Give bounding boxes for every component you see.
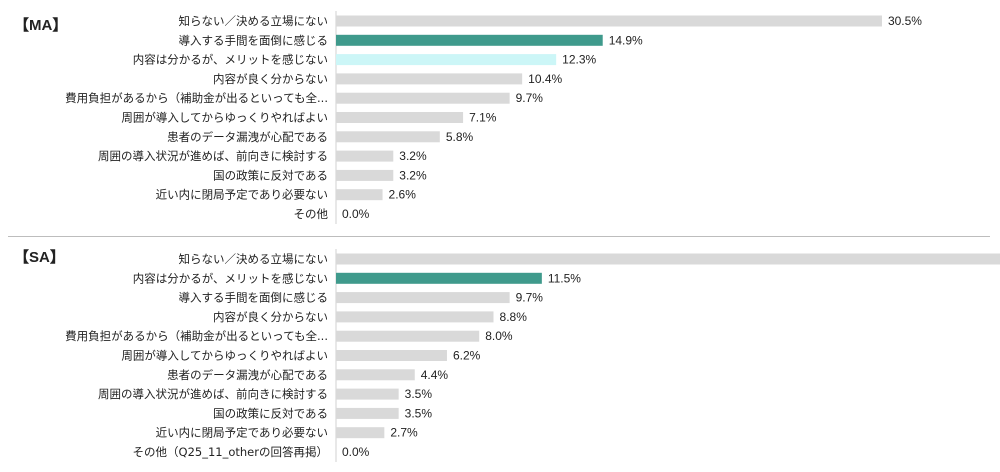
value-label: 3.5% — [405, 387, 433, 401]
bar — [336, 131, 440, 143]
category-label: 患者のデータ漏洩が心配である — [167, 130, 328, 144]
value-label: 9.7% — [516, 291, 544, 305]
value-label: 11.5% — [548, 271, 581, 285]
category-label: 国の政策に反対である — [213, 406, 328, 420]
value-label: 6.2% — [453, 349, 481, 363]
value-label: 4.4% — [421, 368, 449, 382]
value-label: 9.7% — [516, 91, 544, 105]
value-label: 3.2% — [399, 149, 427, 163]
value-label: 0.0% — [342, 445, 370, 459]
value-label: 3.2% — [399, 168, 427, 182]
category-label: その他（Q25_11_otherの回答再掲） — [133, 445, 328, 459]
panel-label-ma: 【MA】 — [14, 17, 68, 34]
category-label: 近い内に閉局予定であり必要ない — [156, 188, 328, 202]
bar — [336, 253, 1000, 265]
bar — [336, 330, 480, 342]
category-label: 周囲が導入してからゆっくりやればよい — [121, 349, 328, 363]
chart-panel-0: 知らない／決める立場にない 30.5% 導入する手間を面倒に感じる 14.9% 内容は分… — [65, 11, 922, 224]
category-label: 費用負担があるから（補助金が出るといっても全... — [65, 329, 328, 343]
bar — [336, 112, 464, 123]
value-label: 8.0% — [485, 329, 513, 343]
bar — [336, 189, 383, 201]
category-label: 近い内に閉局予定であり必要ない — [156, 426, 328, 440]
bar — [336, 272, 542, 284]
category-label: 周囲の導入状況が進めば、前向きに検討する — [98, 387, 328, 401]
value-label: 30.5% — [888, 14, 922, 28]
bar — [336, 388, 399, 400]
category-label: 内容が良く分からない — [213, 310, 328, 324]
category-label: 知らない／決める立場にない — [179, 252, 329, 266]
value-label: 0.0% — [342, 207, 370, 221]
bar — [336, 292, 510, 304]
category-label: 内容は分かるが、メリットを感じない — [133, 53, 328, 67]
bar — [336, 92, 510, 104]
value-label: 3.5% — [405, 406, 433, 420]
panel-divider — [8, 236, 990, 237]
bar — [336, 350, 447, 361]
category-label: 内容は分かるが、メリットを感じない — [133, 271, 328, 285]
bar — [336, 407, 399, 419]
value-label: 5.8% — [446, 130, 474, 144]
bar — [336, 311, 494, 323]
bar — [336, 427, 385, 439]
value-label: 2.6% — [389, 188, 417, 202]
bar — [336, 73, 523, 85]
category-label: 患者のデータ漏洩が心配である — [167, 368, 328, 382]
bar — [336, 369, 415, 381]
category-label: 導入する手間を面倒に感じる — [179, 291, 329, 305]
value-label: 12.3% — [562, 53, 596, 67]
value-label: 8.8% — [500, 310, 528, 324]
category-label: 導入する手間を面倒に感じる — [179, 33, 329, 47]
bar — [336, 169, 394, 181]
chart-panel-1: 知らない／決める立場にない41.6%内容は分かるが、メリットを感じない11.5%… — [65, 249, 1000, 462]
category-label: 国の政策に反対である — [213, 168, 328, 182]
bar — [336, 34, 603, 46]
category-label: 内容が良く分からない — [213, 72, 328, 86]
category-label: その他 — [294, 207, 329, 221]
category-label: 周囲の導入状況が進めば、前向きに検討する — [98, 149, 328, 163]
panel-label-sa: 【SA】 — [14, 249, 65, 266]
bar — [336, 150, 394, 162]
value-label: 14.9% — [609, 33, 643, 47]
bar — [336, 15, 882, 27]
bar — [336, 54, 557, 66]
value-label: 2.7% — [390, 426, 418, 440]
value-label: 10.4% — [528, 72, 562, 86]
value-label: 7.1% — [469, 111, 497, 125]
category-label: 知らない／決める立場にない — [179, 14, 329, 28]
category-label: 費用負担があるから（補助金が出るといっても全... — [65, 91, 328, 105]
category-label: 周囲が導入してからゆっくりやればよい — [121, 111, 328, 125]
